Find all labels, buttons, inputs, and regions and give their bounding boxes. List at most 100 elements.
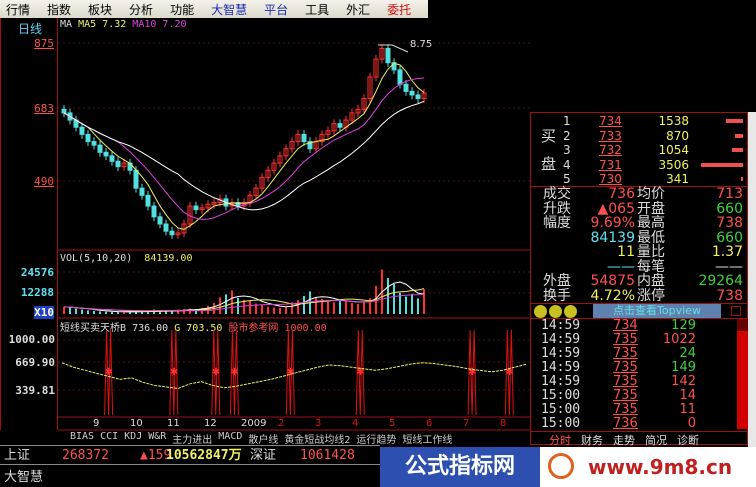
tick-time: 14:59 [541, 346, 581, 361]
tab-bias[interactable]: BIAS [70, 431, 95, 442]
topview-button[interactable]: 点击查看Topview [593, 304, 721, 318]
tab-retail-line[interactable]: 散户线 [248, 435, 279, 446]
volume-bar [99, 311, 101, 314]
indicator-spike [355, 329, 365, 416]
volume-bar [171, 311, 173, 314]
quote-label: 最高 [637, 215, 665, 231]
date-tick: 10 [130, 418, 143, 429]
sh-amount: 10562847万 [166, 448, 242, 463]
volume-bar [726, 119, 743, 123]
tab-macd[interactable]: MACD [218, 431, 243, 442]
ma5-label: MA5 [78, 19, 97, 30]
menu-index[interactable]: 指数 [47, 2, 72, 17]
checkbox[interactable] [731, 306, 741, 316]
right-tabs: 分时 财务 走势 简况 诊断 [531, 431, 747, 447]
level-number: 1 [563, 114, 571, 128]
volume-bar [261, 304, 263, 314]
tab-profile[interactable]: 简况 [645, 434, 667, 447]
menu-forex[interactable]: 外汇 [346, 2, 371, 17]
indicator-spike [169, 329, 179, 416]
quote-label: 每笔 [637, 258, 665, 275]
date-tick: 5 [389, 418, 396, 429]
y-axis-panel: 日线 875 683 490 24576 12288 X10 1000.00 6… [0, 18, 58, 430]
candle [199, 207, 205, 211]
period-label[interactable]: 日线 [17, 22, 42, 36]
menu-tools[interactable]: 工具 [305, 2, 330, 17]
menu-quotes[interactable]: 行情 [6, 2, 31, 17]
volume-bar [339, 299, 341, 314]
tab-main-flow[interactable]: 主力进出 [172, 435, 213, 446]
indicator-tabs: BIAS CCI KDJ W&R 主力进出 MACD 散户线 黄金短战均线2 运… [70, 431, 453, 446]
tick-row: 15:00 735 11 [531, 402, 736, 418]
date-tick: 2 [278, 418, 285, 429]
menu-trade[interactable]: 委托 [387, 2, 412, 17]
volume-bar [249, 301, 251, 314]
ma5-line [63, 62, 425, 230]
scrollbar[interactable] [737, 319, 748, 429]
volume-bar [732, 148, 743, 152]
tick-row: 14:59 734 129 [531, 318, 736, 334]
circle-button[interactable] [564, 305, 577, 318]
candle [397, 69, 403, 85]
candle [145, 194, 151, 207]
tab-wr[interactable]: W&R [148, 431, 167, 442]
tab-finance[interactable]: 财务 [581, 434, 603, 447]
quote-value: 660 [716, 229, 743, 246]
tab-cci[interactable]: CCI [100, 431, 119, 442]
volume-legend: VOL(5,10,20) 84139.00 [60, 253, 192, 264]
quote-value: 11 [617, 244, 635, 260]
circle-button[interactable] [549, 305, 562, 318]
sh-label: 上证 [4, 448, 31, 463]
volume-bar [315, 297, 317, 314]
kline-chart[interactable]: ✱ ✱ ✱ ✱ ✱ ✱ ✱ ✱ 8.75 [0, 0, 530, 445]
order-book-row[interactable]: 1 734 1538 [531, 114, 747, 129]
candle [283, 148, 289, 157]
date-tick: 4 [352, 418, 359, 429]
quote-row: —— 每笔 —— [531, 258, 747, 275]
menu-platform[interactable]: 平台 [264, 2, 289, 17]
quote-value: 9.69% [590, 215, 635, 231]
scroll-up-button[interactable] [737, 319, 748, 331]
quote-value: —— [715, 258, 743, 275]
volume-bar [267, 306, 269, 314]
bid-volume: 1054 [658, 143, 689, 157]
order-book-row[interactable]: 3 732 1054 [531, 143, 747, 158]
tab-trend[interactable]: 运行趋势 [356, 435, 397, 446]
ma10-line [63, 77, 425, 220]
candle [61, 108, 67, 114]
window-edge [748, 112, 756, 447]
menu-function[interactable]: 功能 [170, 2, 195, 17]
volume-bar [417, 298, 419, 314]
tick-volume: 149 [671, 360, 696, 375]
menu-analysis[interactable]: 分析 [129, 2, 154, 17]
order-book-row[interactable]: 2 733 870 [531, 129, 747, 144]
candle [331, 123, 337, 132]
volume-bar [75, 308, 77, 314]
order-book-row[interactable]: 5 730 341 [531, 172, 747, 187]
order-book-row[interactable]: 4 731 3506 [531, 158, 747, 173]
candle [421, 92, 427, 100]
quote-panel: 买 盘 1 734 1538 2 733 870 3 732 1054 4 731 3506 5 730 3… [530, 112, 748, 447]
app-name: 大智慧 [4, 470, 44, 485]
indicator-ref: 1000.00 [284, 323, 327, 334]
sz-index: 1061428 [300, 448, 355, 463]
candle [121, 162, 127, 168]
tab-trend[interactable]: 走势 [613, 434, 635, 447]
tab-diagnosis[interactable]: 诊断 [677, 434, 699, 447]
quote-label: 换手 [543, 287, 571, 304]
tab-short-work[interactable]: 短线工作线 [402, 435, 453, 446]
volume-bar [303, 296, 305, 314]
circle-button[interactable] [534, 305, 547, 318]
ma10-value: 7.20 [162, 19, 187, 30]
tab-intraday[interactable]: 分时 [549, 434, 571, 447]
quote-row: 升跌 ▲065 开盘 660 [531, 201, 747, 217]
menu-dzh[interactable]: 大智慧 [211, 2, 248, 17]
tab-kdj[interactable]: KDJ [124, 431, 143, 442]
quote-value: 713 [716, 186, 743, 202]
volume-bar [141, 311, 143, 314]
tick-time: 14:59 [541, 374, 581, 389]
high-marker: 8.75 [410, 39, 432, 50]
menu-sector[interactable]: 板块 [88, 2, 113, 17]
indicator-tick: 1000.00 [8, 333, 55, 346]
tab-gold-ma2[interactable]: 黄金短战均线2 [284, 435, 351, 446]
